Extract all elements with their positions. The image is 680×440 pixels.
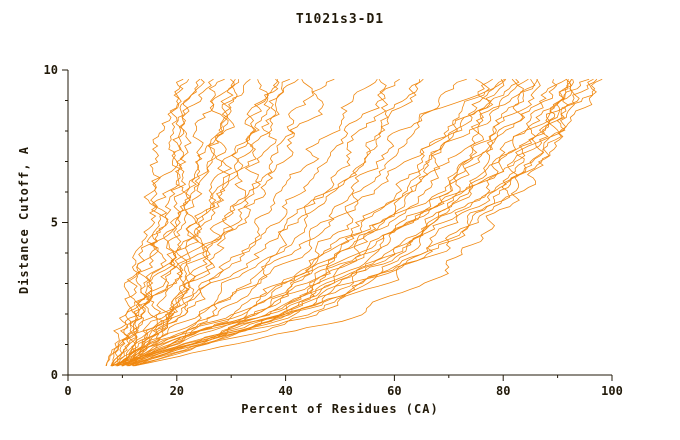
model-curve (116, 78, 280, 367)
model-curve (115, 78, 580, 367)
y-axis-label: Distance Cutoff, A (17, 145, 31, 295)
y-tick-label: 0 (51, 368, 58, 382)
model-curve (116, 78, 225, 367)
model-curve (127, 78, 235, 367)
model-curve (121, 78, 467, 367)
model-curve (127, 79, 558, 367)
x-tick-label: 40 (278, 384, 292, 398)
model-curve (111, 78, 214, 367)
model-curve (132, 79, 269, 367)
model-curve (122, 78, 597, 367)
model-curve (116, 78, 335, 367)
model-curve (111, 79, 572, 367)
model-curve (134, 79, 574, 367)
x-tick-label: 0 (64, 384, 71, 398)
model-curve (127, 78, 493, 367)
model-curve (133, 78, 504, 367)
model-curve (132, 79, 315, 367)
x-tick-label: 80 (496, 384, 510, 398)
x-tick-label: 100 (601, 384, 623, 398)
model-curve (121, 78, 507, 367)
model-curve (121, 78, 573, 367)
model-curve (116, 78, 529, 367)
model-curve (127, 78, 525, 367)
model-curve (116, 78, 424, 367)
model-curve (112, 79, 538, 367)
model-curve (134, 78, 598, 367)
chart-title: T1021s3-D1 (295, 12, 385, 27)
model-curve (128, 79, 569, 367)
model-curve (117, 78, 378, 367)
model-curve (112, 78, 251, 367)
x-axis-label: Percent of Residues (CA) (241, 402, 439, 416)
y-tick-label: 5 (51, 216, 58, 230)
model-curve (106, 78, 238, 366)
model-curve (122, 78, 201, 367)
y-tick-label: 10 (44, 63, 58, 77)
model-curve (111, 78, 490, 367)
model-curve (110, 78, 299, 367)
model-curve (132, 78, 590, 367)
model-curve (114, 78, 190, 366)
model-curve (126, 78, 290, 367)
x-tick-label: 20 (170, 384, 184, 398)
model-curve (110, 78, 400, 367)
x-tick-label: 60 (387, 384, 401, 398)
model-curve (105, 78, 205, 367)
